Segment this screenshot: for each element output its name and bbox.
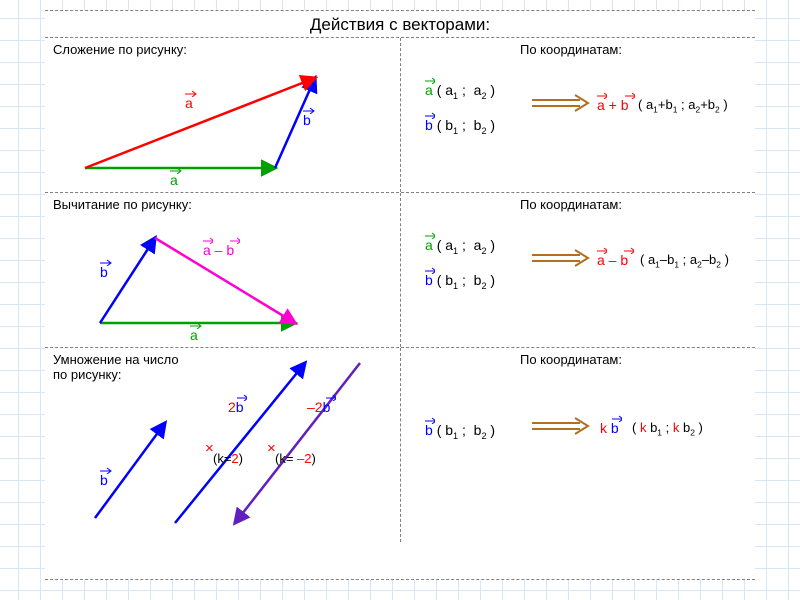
a-coords: a ( a1 ; a2 ) [425, 83, 495, 101]
label-addition-coords: По координатам: [520, 42, 622, 57]
row-subtraction: Вычитание по рисунку: a b a – b По коорд… [45, 192, 755, 347]
b-coords2: b ( b1 ; b2 ) [425, 273, 495, 291]
implies-arrow2 [530, 248, 590, 270]
row-scalar: Умножение на число по рисунку: × × b 2b … [45, 347, 755, 542]
label-a-minus-b: a – b [203, 243, 234, 257]
label-b-left: b [100, 265, 108, 279]
addition-formula-panel: По координатам: a ( a1 ; a2 ) b ( b1 ; b… [400, 38, 755, 192]
label-scalar-coords: По координатам: [520, 352, 622, 367]
kb-coords: ( k b1 ; k b2 ) [632, 421, 703, 437]
a-minus-b-coords: ( a1–b1 ; a2–b2 ) [640, 253, 729, 269]
scalar-figure: × × [45, 348, 400, 543]
kb-label: k b [600, 421, 619, 435]
implies-arrow3 [530, 416, 590, 438]
a-plus-b: a + b [597, 98, 629, 112]
label-neg2b: –2b [307, 400, 330, 414]
label-a-bottom: a [170, 173, 178, 187]
addition-figure [45, 38, 400, 193]
label-b-right: b [303, 113, 311, 127]
a-coords2: a ( a1 ; a2 ) [425, 238, 495, 256]
label-b-short: b [100, 473, 108, 487]
subtraction-figure-panel: Вычитание по рисунку: a b a – b [45, 193, 400, 347]
addition-figure-panel: Сложение по рисунку: a b a [45, 38, 400, 192]
b-coords3: b ( b1 ; b2 ) [425, 423, 495, 441]
k-eq-neg2: (k= –2) [275, 452, 316, 465]
scalar-figure-panel: Умножение на число по рисунку: × × b 2b … [45, 348, 400, 542]
scalar-formula-panel: По координатам: b ( b1 ; b2 ) k b ( k b1… [400, 348, 755, 542]
worksheet: Действия с векторами: Сложение по рисунк… [45, 10, 755, 580]
k-eq-2: (k=2) [213, 452, 243, 465]
a-minus-b: a – b [597, 253, 628, 267]
a-plus-b-coords: ( a1+b1 ; a2+b2 ) [638, 98, 728, 114]
label-subtraction-coords: По координатам: [520, 197, 622, 212]
label-2b: 2b [228, 400, 244, 414]
label-a-bottom2: a [190, 328, 198, 342]
implies-arrow [530, 93, 590, 115]
row-addition: Сложение по рисунку: a b a По координата… [45, 37, 755, 192]
label-a-diag: a [185, 96, 193, 110]
b-coords: b ( b1 ; b2 ) [425, 118, 495, 136]
subtraction-figure [45, 193, 400, 348]
subtraction-formula-panel: По координатам: a ( a1 ; a2 ) b ( b1 ; b… [400, 193, 755, 347]
page-title: Действия с векторами: [45, 11, 755, 37]
